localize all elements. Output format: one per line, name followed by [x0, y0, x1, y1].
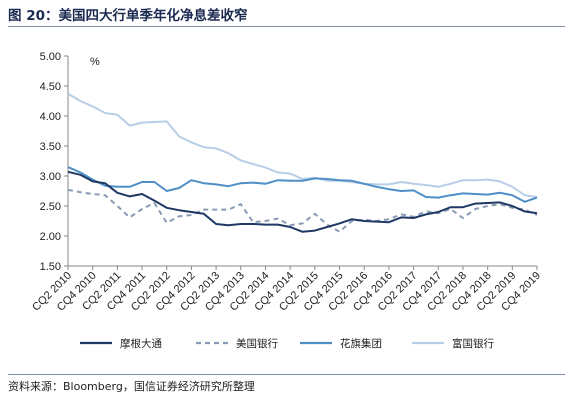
series-lines	[67, 92, 538, 233]
series-line-0	[67, 170, 538, 233]
y-tick-label: 5.00	[40, 51, 61, 63]
series-line-2	[67, 166, 538, 203]
y-tick-label: 4.00	[40, 111, 61, 123]
unit-label: %	[90, 56, 100, 68]
legend-label-2: 花旗集团	[340, 337, 382, 350]
legend: 摩根大通 美国银行 花旗集团 富国银行	[80, 337, 494, 350]
y-tick-label: 3.50	[40, 141, 61, 153]
legend-label-1: 美国银行	[236, 337, 278, 350]
figure-title: 图 20：美国四大行单季年化净息差收窄	[8, 8, 248, 24]
y-tick-label: 1.50	[40, 261, 61, 273]
legend-label-3: 富国银行	[452, 337, 494, 350]
y-tick-label: 4.50	[40, 81, 61, 93]
legend-label-0: 摩根大通	[120, 337, 162, 350]
y-tick-label: 3.00	[40, 171, 61, 183]
source-divider	[8, 374, 565, 375]
series-line-1	[67, 188, 538, 233]
y-tick-label: 2.00	[40, 231, 61, 243]
source-note: 资料来源：Bloomberg，国信证券经济研究所整理	[8, 380, 255, 393]
axes: 1.502.002.503.003.504.004.505.00 %CQ2 201…	[30, 51, 543, 314]
series-line-3	[67, 92, 538, 198]
y-tick-label: 2.50	[40, 201, 61, 213]
title-divider	[8, 26, 565, 27]
chart-area: 1.502.002.503.003.504.004.505.00 %CQ2 201…	[30, 51, 543, 350]
